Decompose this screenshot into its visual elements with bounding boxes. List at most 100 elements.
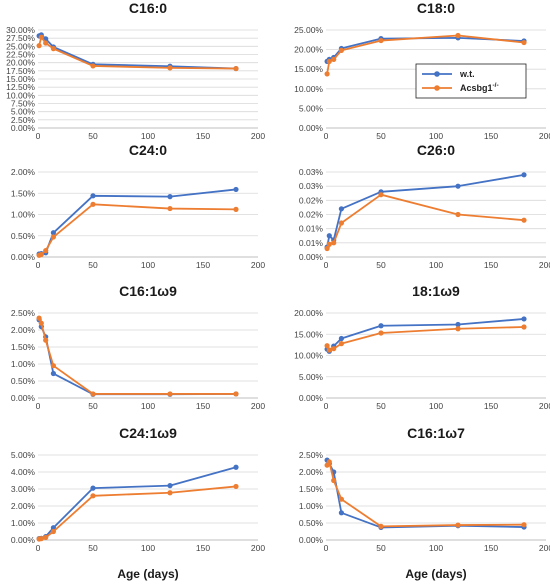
series-line-ko [38, 317, 236, 395]
data-point-wt [90, 485, 96, 491]
x-tick-label: 100 [429, 131, 443, 141]
data-point-ko [38, 320, 44, 326]
data-point-ko [338, 496, 344, 502]
y-tick-label: 0.00% [11, 393, 36, 403]
data-point-ko [521, 522, 527, 528]
data-point-ko [43, 534, 49, 541]
y-tick-label: 2.50% [299, 450, 324, 460]
data-point-ko [338, 47, 344, 53]
y-tick-label: 12.50% [6, 82, 35, 92]
y-tick-label: 0.50% [11, 376, 36, 386]
x-tick-label: 50 [376, 543, 386, 553]
y-tick-label: 20.00% [294, 308, 323, 318]
data-point-ko [90, 391, 96, 397]
data-point-ko [338, 220, 344, 226]
data-point-wt [338, 206, 344, 212]
x-tick-label: 200 [539, 401, 550, 411]
y-tick-label: 0.00% [299, 123, 324, 133]
y-tick-label: 20.00% [6, 58, 35, 68]
series-line-wt [38, 188, 237, 255]
series-line-wt [38, 34, 237, 70]
data-point-wt [521, 316, 527, 322]
data-point-ko [331, 56, 337, 63]
y-tick-label: 2.50% [11, 115, 36, 125]
x-tick-label: 50 [88, 131, 98, 141]
x-tick-label: 0 [36, 543, 41, 553]
y-tick-label: 2.00% [11, 501, 36, 511]
y-tick-label: 22.50% [6, 50, 35, 60]
data-point-wt [338, 510, 344, 516]
y-tick-label: 0.00% [299, 393, 324, 403]
data-point-ko [167, 65, 173, 71]
legend-label-ko: Acsbg1-/- [460, 82, 499, 93]
chart-title: C26:0 [417, 142, 455, 158]
series-line-wt [326, 459, 525, 529]
x-tick-label: 0 [36, 260, 41, 270]
x-tick-label: 150 [484, 131, 498, 141]
data-point-wt [233, 464, 239, 470]
chart-panel-8: C16:1ω7 0.00% 0.50% 1.00% 1.50% 2.00% 2.50% 0 50… [299, 425, 550, 553]
y-tick-label: 1.00% [299, 501, 324, 511]
data-point-ko [50, 234, 57, 240]
x-tick-label: 0 [324, 131, 329, 141]
x-tick-label: 100 [429, 401, 443, 411]
y-tick-label: 0.03% [299, 181, 324, 191]
data-point-wt [50, 370, 57, 377]
x-tick-label: 100 [141, 401, 155, 411]
chart-panel-2: C18:0 0.00% 5.00% 10.00% 15.00% 20.00% 25.00% 0… [294, 0, 550, 141]
data-point-ko [90, 63, 96, 69]
data-point-ko [378, 330, 384, 336]
x-tick-label: 150 [484, 260, 498, 270]
y-tick-label: 1.00% [11, 210, 36, 220]
x-tick-label: 0 [324, 260, 329, 270]
chart-panel-7: C24:1ω9 0.00% 1.00% 2.00% 3.00% 4.00% 5.00% 0 50… [11, 425, 265, 553]
y-tick-label: 0.50% [299, 518, 324, 528]
data-point-ko [167, 490, 173, 496]
y-tick-label: 3.00% [11, 484, 36, 494]
data-point-wt [455, 321, 461, 328]
x-tick-label: 200 [539, 543, 550, 553]
y-tick-label: 15.00% [294, 64, 323, 74]
y-tick-label: 2.00% [11, 167, 36, 177]
data-point-ko [338, 341, 344, 347]
chart-title: C16:1ω9 [119, 283, 177, 299]
y-tick-label: 25.00% [6, 41, 35, 51]
y-tick-label: 0.00% [299, 252, 324, 262]
data-point-ko [43, 248, 49, 254]
x-tick-label: 200 [251, 401, 265, 411]
legend-label-wt: w.t. [459, 69, 475, 79]
y-tick-label: 25.00% [294, 25, 323, 35]
x-tick-label: 50 [88, 543, 98, 553]
data-point-wt [521, 172, 527, 178]
y-tick-label: 0.50% [11, 231, 36, 241]
y-tick-label: 1.50% [11, 342, 36, 352]
data-point-ko [233, 206, 239, 212]
data-point-ko [167, 391, 173, 397]
x-tick-label: 0 [36, 401, 41, 411]
x-tick-label: 50 [376, 260, 386, 270]
x-tick-label: 150 [484, 401, 498, 411]
data-point-ko [324, 343, 330, 349]
y-tick-label: 1.50% [11, 188, 36, 198]
y-tick-label: 30.00% [6, 25, 35, 35]
x-tick-label: 200 [539, 260, 550, 270]
y-tick-label: 5.00% [299, 372, 324, 382]
data-point-ko [50, 363, 57, 369]
data-point-wt [167, 483, 173, 489]
data-point-ko [521, 39, 527, 46]
x-tick-label: 100 [141, 131, 155, 141]
y-tick-label: 5.00% [11, 107, 36, 117]
y-tick-label: 15.00% [294, 329, 323, 339]
data-point-ko [36, 315, 42, 321]
data-point-ko [326, 347, 332, 353]
data-point-wt [338, 335, 344, 342]
y-tick-label: 10.00% [6, 90, 35, 100]
x-tick-label: 100 [429, 543, 443, 553]
y-tick-label: 27.50% [6, 33, 35, 43]
series-line-wt [326, 318, 525, 353]
y-tick-label: 10.00% [294, 84, 323, 94]
chart-title: C24:0 [129, 142, 167, 158]
data-point-wt [233, 186, 239, 193]
data-point-ko [455, 211, 461, 218]
data-point-ko [331, 240, 337, 246]
